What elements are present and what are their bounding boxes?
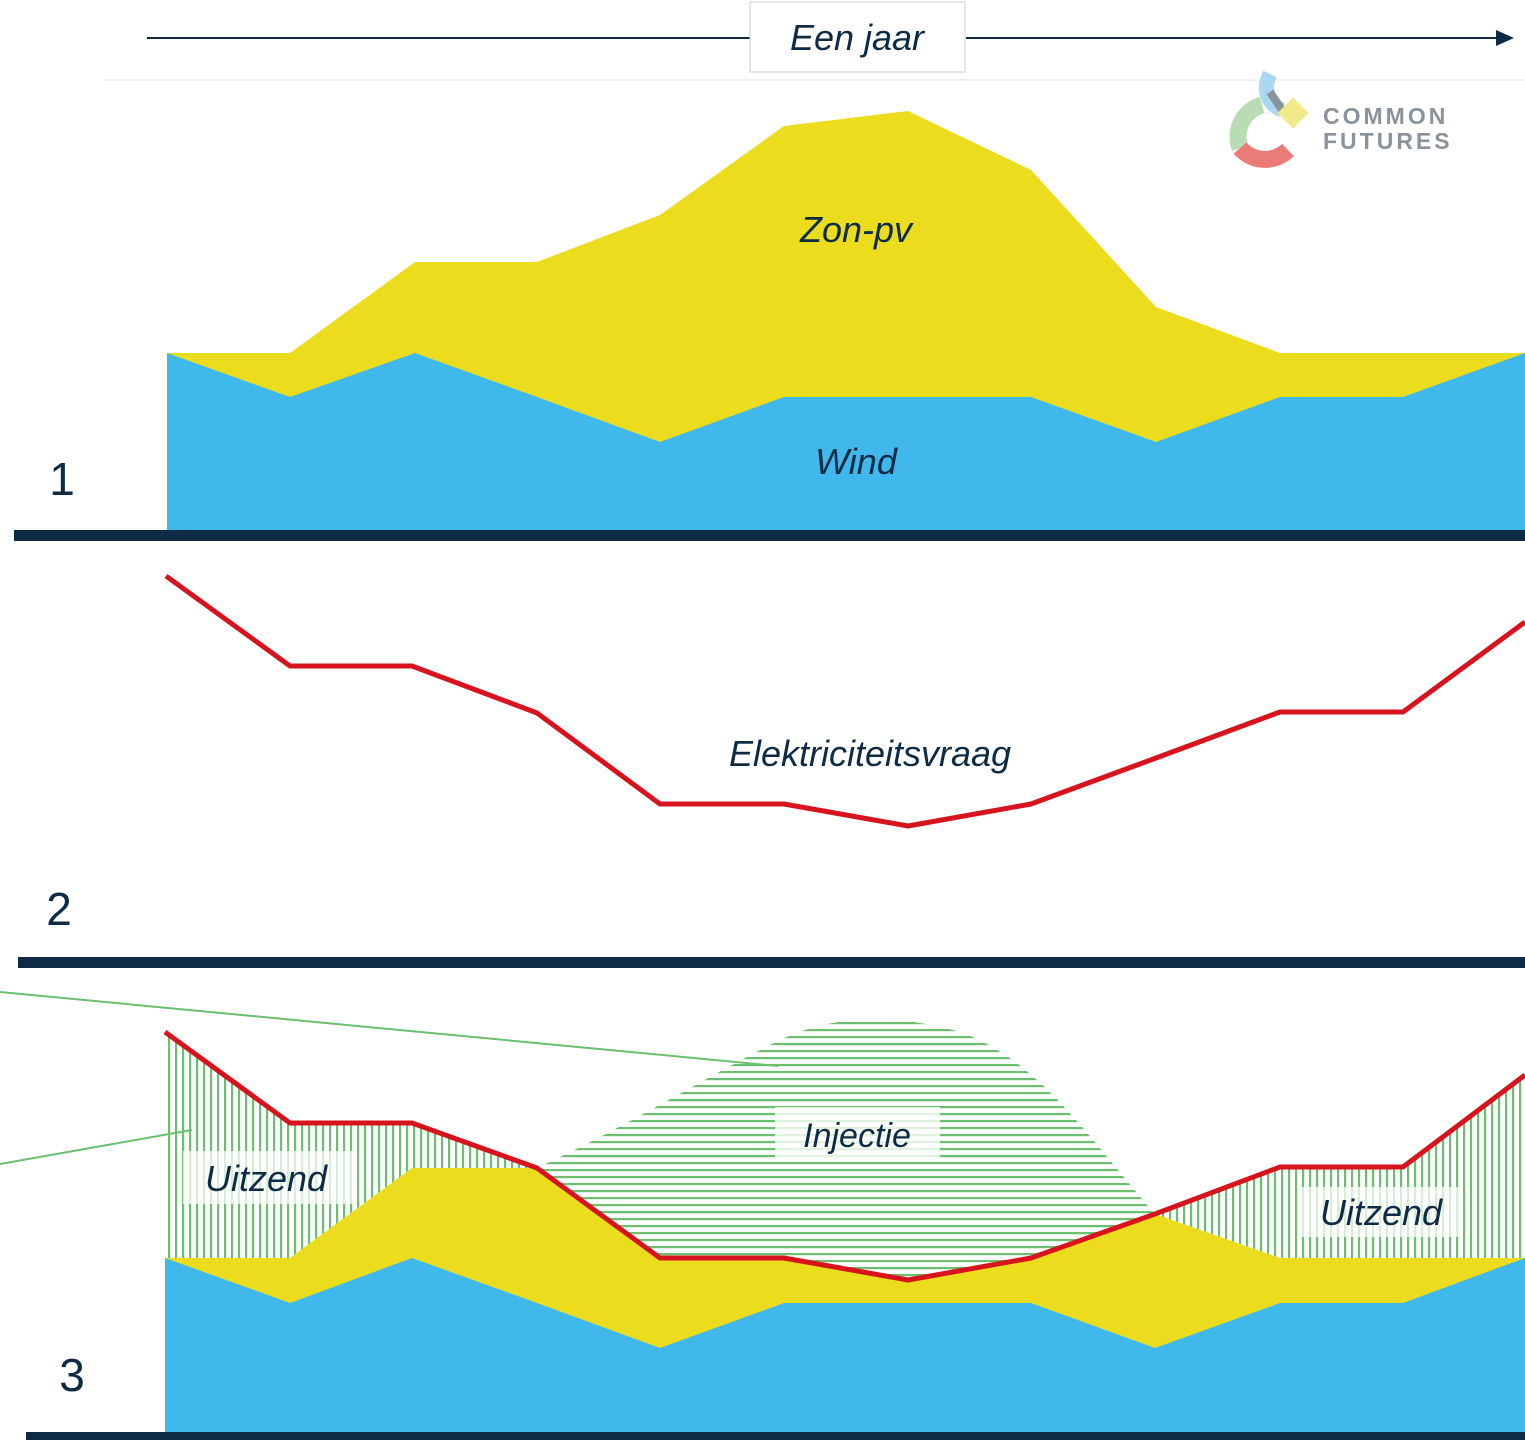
panel-2: Elektriciteitsvraag 2 (18, 573, 1525, 968)
wind-area-1 (167, 353, 1525, 530)
logo-text-line2: FUTURES (1323, 128, 1453, 154)
panel-number-1: 1 (49, 453, 75, 505)
timeline-label-box (749, 1, 966, 73)
common-futures-logo: COMMON FUTURES (1229, 70, 1453, 168)
demand-line-2 (164, 573, 1525, 829)
baseline-2 (18, 957, 1525, 968)
baseline-1 (14, 530, 1525, 541)
wind-label-1: Wind (815, 441, 898, 482)
panel-number-3: 3 (59, 1349, 85, 1401)
solar-label-1: Zon-pv (799, 209, 914, 250)
timeline-header: Een jaar (104, 1, 1525, 81)
panel-3: Injectie Uitzend Uitzend 3 (0, 991, 1525, 1440)
logo-ring-red (1233, 142, 1294, 168)
timeline-label: Een jaar (790, 17, 926, 58)
export-left-label: Uitzend (205, 1158, 328, 1199)
export-right-label: Uitzend (1320, 1192, 1443, 1233)
panel-number-2: 2 (46, 883, 72, 935)
logo-ring-grey (1266, 89, 1286, 113)
wind-area-3 (165, 1258, 1525, 1432)
demand-label-2: Elektriciteitsvraag (729, 733, 1011, 774)
export-right-label-box (1300, 1187, 1460, 1237)
baseline-3 (26, 1432, 1525, 1440)
panel-1: Zon-pv Wind 1 (14, 111, 1525, 541)
leader-line-export (0, 1129, 193, 1165)
leader-line-injection (0, 991, 779, 1067)
timeline-arrowhead-icon (1496, 30, 1514, 46)
demand-line-3 (163, 1029, 1525, 1283)
logo-text-line1: COMMON (1323, 103, 1448, 129)
injection-label-box (775, 1107, 940, 1160)
logo-ring-green (1229, 96, 1265, 151)
injection-label: Injectie (803, 1117, 911, 1155)
export-left-label-box (183, 1151, 353, 1204)
